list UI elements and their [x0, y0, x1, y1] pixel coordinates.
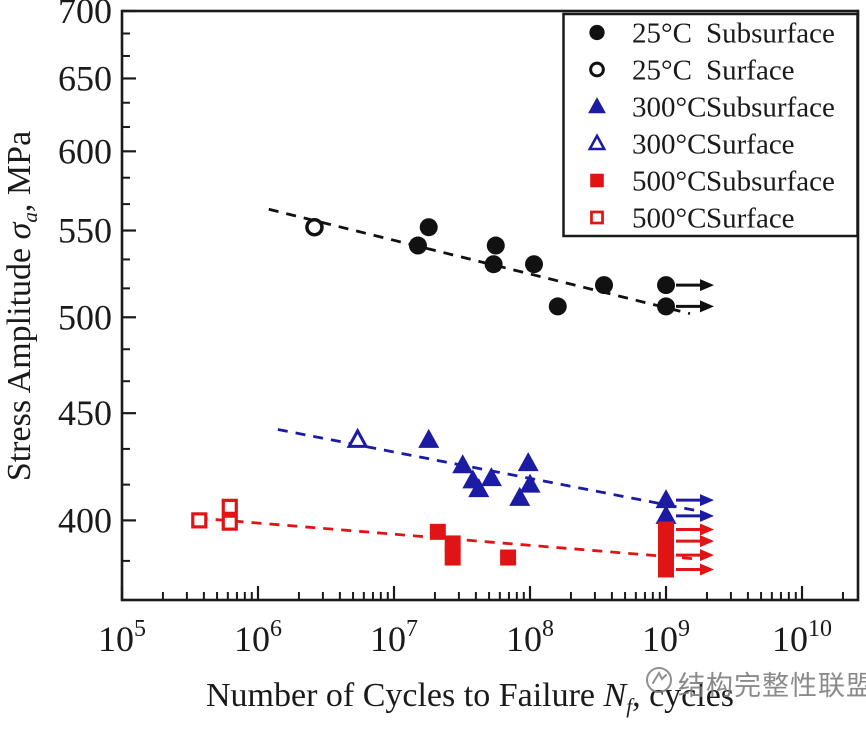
- y-tick-label: 500: [58, 297, 112, 337]
- data-point-500-c-subsurface-runout: [658, 561, 675, 578]
- data-point-300-c-subsurface-runout: [655, 504, 677, 524]
- runout-arrow: [700, 549, 715, 562]
- data-point-25-c-subsurface: [408, 236, 427, 255]
- data-point-25-c-subsurface-runout: [657, 276, 676, 295]
- trend-line-25°C: [268, 207, 691, 315]
- legend-item-300c-subsurface-type-label: Subsurface: [706, 92, 835, 124]
- runout-arrow: [700, 279, 715, 292]
- legend-item-25c-surface-marker: [589, 61, 605, 78]
- y-tick-label: 600: [58, 131, 112, 171]
- data-point-300-c-surface: [346, 427, 369, 448]
- legend-item-500c-subsurface-type-label: Subsurface: [706, 166, 835, 198]
- data-point-500-c-subsurface: [429, 523, 446, 540]
- legend-item-25c-subsurface-temp-label: 25°C: [632, 18, 692, 50]
- data-point-500-c-subsurface: [444, 549, 461, 566]
- y-tick-label: 450: [58, 393, 112, 433]
- legend-item-25c-subsurface-type-label: Subsurface: [706, 18, 835, 50]
- runout-arrow: [700, 563, 715, 576]
- y-tick-label: 550: [58, 211, 112, 251]
- data-point-300-c-subsurface: [509, 486, 531, 506]
- runout-arrow: [700, 535, 715, 548]
- data-point-300-c-subsurface: [418, 428, 440, 448]
- data-point-500-c-surface: [221, 498, 238, 515]
- data-point-25-c-subsurface: [595, 276, 614, 295]
- runout-arrow: [700, 523, 715, 536]
- legend-item-300c-subsurface-temp-label: 300°C: [632, 92, 706, 124]
- data-point-25-c-subsurface-runout: [657, 297, 676, 316]
- legend-item-500c-surface-temp-label: 500°C: [632, 203, 706, 235]
- legend-item-500c-subsurface-marker: [590, 173, 604, 188]
- data-point-500-c-surface: [191, 512, 208, 529]
- data-point-300-c-subsurface: [517, 452, 539, 472]
- x-axis-label: Number of Cycles to Failure Nf, cycles: [206, 677, 734, 718]
- data-point-25-c-surface: [305, 217, 324, 237]
- watermark-logo-icon: [644, 665, 674, 702]
- x-tick-label: 105: [98, 616, 146, 659]
- data-point-25-c-subsurface: [419, 218, 438, 237]
- data-point-500-c-subsurface: [444, 535, 461, 552]
- x-tick-label: 107: [370, 616, 418, 659]
- x-tick-label: 109: [642, 616, 690, 659]
- runout-arrow: [700, 300, 715, 313]
- data-point-300-c-subsurface: [480, 467, 502, 487]
- trend-line-300°C: [277, 428, 701, 513]
- data-point-300-c-subsurface: [468, 478, 490, 498]
- legend-item-25c-subsurface-marker: [589, 24, 605, 41]
- x-tick-label: 106: [234, 616, 282, 659]
- data-point-25-c-subsurface: [484, 255, 503, 274]
- data-point-300-c-subsurface: [519, 473, 541, 493]
- x-tick-label: 108: [506, 616, 554, 659]
- legend-item-25c-surface-type-label: Surface: [706, 55, 795, 87]
- data-point-300-c-subsurface-runout: [655, 489, 677, 509]
- legend-item-300c-subsurface-marker: [588, 97, 606, 114]
- trend-line-500°C: [197, 516, 694, 561]
- data-point-25-c-subsurface: [548, 297, 567, 316]
- data-point-25-c-subsurface: [486, 236, 505, 255]
- runout-arrow: [700, 509, 715, 522]
- y-tick-label: 700: [58, 0, 112, 31]
- x-tick-label: 1010: [772, 616, 832, 659]
- data-point-500-c-subsurface-runout: [658, 547, 675, 564]
- legend-item-500c-surface-type-label: Surface: [706, 203, 795, 235]
- y-axis-label: Stress Amplitude σa, MPa: [1, 131, 42, 481]
- legend-item-500c-subsurface-temp-label: 500°C: [632, 166, 706, 198]
- watermark: 结构完整性联盟: [644, 664, 866, 703]
- data-point-500-c-subsurface: [500, 549, 517, 566]
- data-point-500-c-surface: [221, 514, 238, 531]
- legend-item-500c-surface-marker: [590, 210, 604, 225]
- watermark-text: 结构完整性联盟: [678, 671, 866, 701]
- data-point-300-c-subsurface: [452, 454, 474, 474]
- legend-item-300c-surface-type-label: Surface: [706, 129, 795, 161]
- legend-item-300c-surface-marker: [587, 133, 607, 151]
- legend-item-300c-surface-temp-label: 300°C: [632, 129, 706, 161]
- y-tick-label: 650: [58, 58, 112, 98]
- data-point-25-c-subsurface: [525, 255, 544, 274]
- data-point-500-c-subsurface-runout: [658, 533, 675, 550]
- y-tick-label: 400: [58, 500, 112, 540]
- legend-box: [562, 12, 859, 238]
- legend-item-25c-surface-temp-label: 25°C: [632, 55, 692, 87]
- runout-arrow: [700, 494, 715, 507]
